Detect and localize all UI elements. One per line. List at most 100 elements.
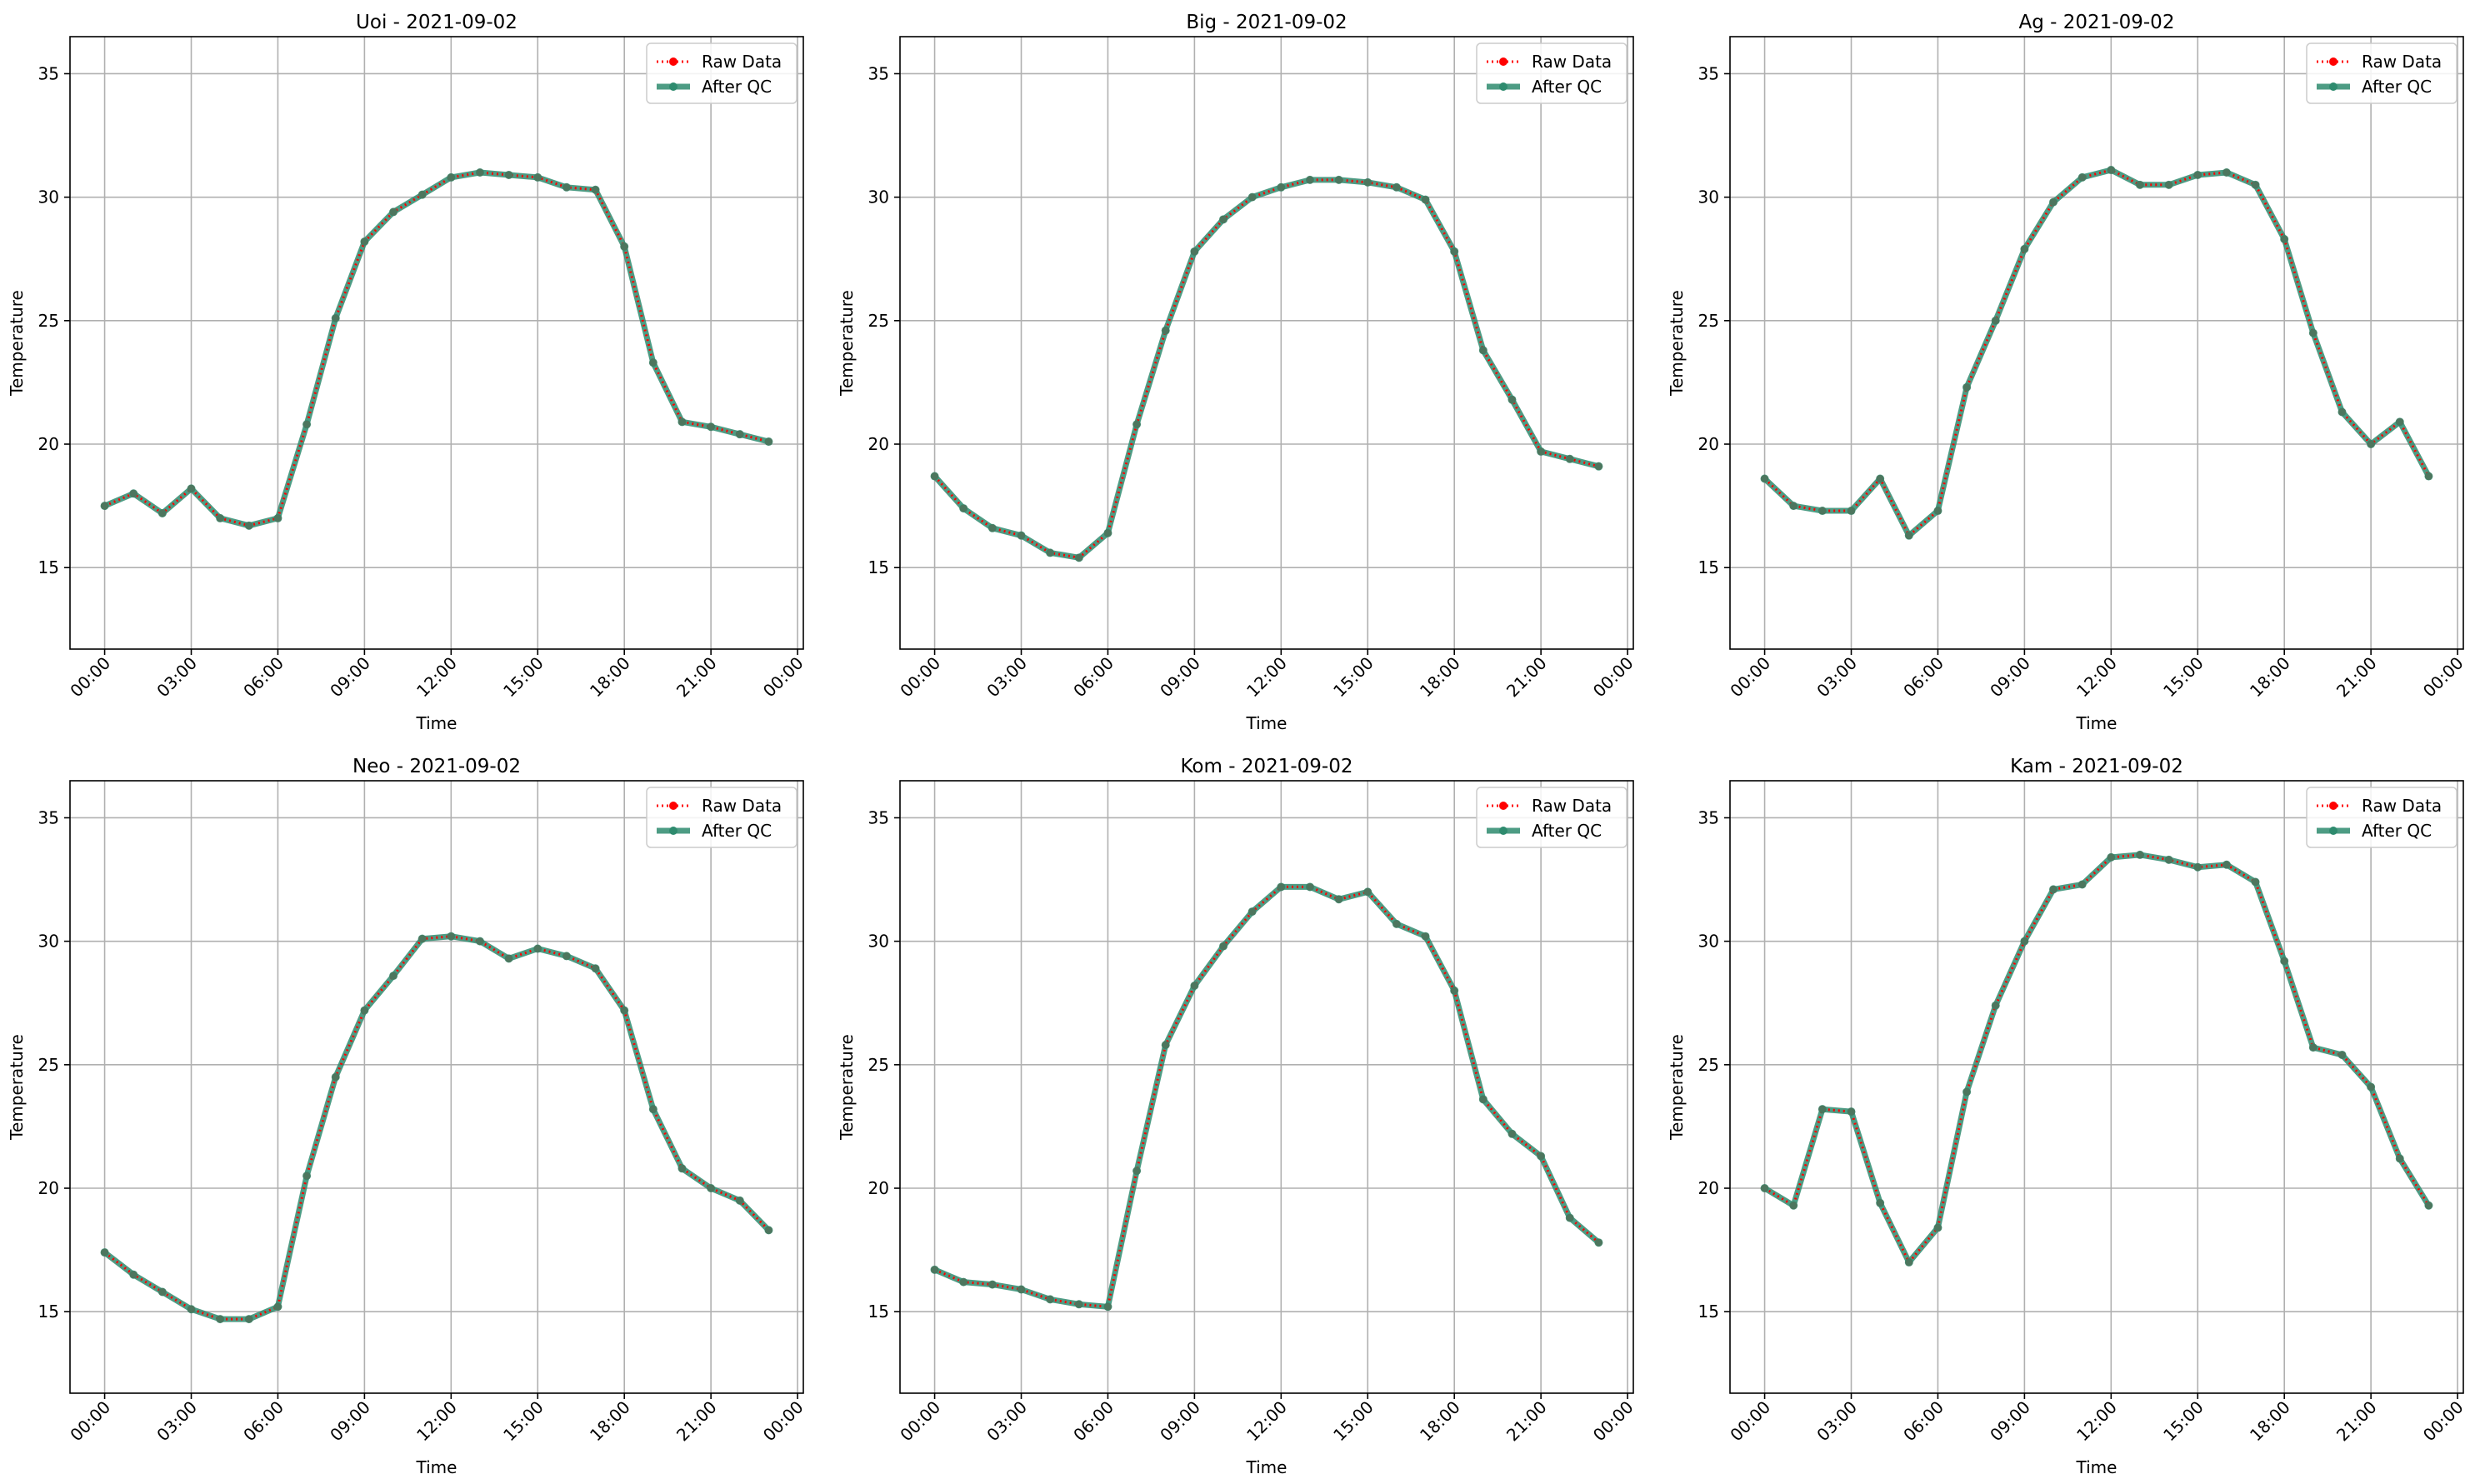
after-qc-point [1962, 382, 1972, 392]
chart-panel: Big - 2021-09-02 15 20 25 30 35 00:00 03:00 06:0… [837, 12, 1638, 733]
x-tick-label: 12:00 [2072, 1397, 2121, 1446]
after-qc-point [1478, 346, 1488, 355]
after-qc-point [1789, 502, 1798, 511]
legend-label-after-qc: After QC [702, 77, 772, 97]
y-tick-label: 35 [38, 63, 59, 83]
after-qc-point [988, 1280, 997, 1289]
after-qc-point [2367, 440, 2376, 449]
y-tick-label: 25 [868, 311, 889, 331]
x-tick-label: 03:00 [152, 1397, 201, 1446]
x-tick-label: 18:00 [1416, 1397, 1464, 1446]
y-tick-label: 20 [868, 1178, 889, 1198]
chart-panel: Neo - 2021-09-02 15 20 25 30 35 00:00 03:00 06:0… [7, 756, 808, 1477]
series-line-raw-data [1763, 168, 2430, 537]
x-tick-label: 06:00 [1069, 653, 1118, 702]
after-qc-point [1161, 1041, 1170, 1050]
after-qc-point [2395, 1154, 2404, 1163]
x-tick-label: 18:00 [586, 1397, 634, 1446]
x-tick-label: 00:00 [896, 653, 944, 702]
after-qc-point [1421, 932, 1430, 941]
after-qc-point [2193, 862, 2202, 872]
y-axis-label: Temperature [7, 290, 27, 397]
series-line-after-qc [103, 169, 770, 529]
x-tick-label: 12:00 [1242, 1397, 1291, 1446]
after-qc-point [764, 1226, 773, 1235]
after-qc-point [302, 1172, 312, 1181]
after-qc-point [959, 504, 968, 513]
after-qc-point [1305, 175, 1314, 184]
after-qc-point [100, 502, 109, 511]
legend-marker-after-qc [669, 827, 678, 835]
after-qc-point [533, 944, 542, 953]
after-qc-point [764, 437, 773, 447]
x-tick-label: 21:00 [1502, 653, 1551, 702]
after-qc-point [1219, 215, 1228, 224]
chart-title: Kam - 2021-09-02 [2010, 756, 2183, 777]
y-tick-label: 30 [868, 187, 889, 207]
series-line-raw-data [1763, 853, 2430, 1264]
after-qc-point [1450, 247, 1459, 256]
x-tick-label: 21:00 [672, 1397, 721, 1446]
x-tick-label: 09:00 [1156, 653, 1204, 702]
series-line-raw-data [934, 885, 1600, 1308]
legend: Raw Data After QC [1476, 42, 1628, 104]
after-qc-point [273, 513, 282, 522]
x-tick-label: 03:00 [1812, 653, 1861, 702]
grid [1730, 781, 2463, 1393]
y-axis-label: Temperature [837, 290, 857, 397]
legend-marker-after-qc [2329, 827, 2338, 835]
after-qc-point [1363, 177, 1372, 187]
legend-marker-after-qc [669, 82, 678, 91]
after-qc-point [735, 430, 744, 439]
after-qc-point [1594, 462, 1603, 471]
y-tick-label: 15 [38, 557, 59, 577]
x-tick-label: 18:00 [1416, 653, 1464, 702]
after-qc-point [1933, 507, 1942, 516]
x-axis-label: Time [416, 713, 458, 733]
legend-label-after-qc: After QC [2362, 821, 2432, 841]
y-tick-label: 20 [1698, 434, 1719, 454]
legend: Raw Data After QC [646, 42, 798, 104]
x-tick-label: 00:00 [1589, 1397, 1638, 1446]
y-tick-label: 35 [868, 807, 889, 827]
y-tick-label: 35 [868, 63, 889, 83]
after-qc-point [2107, 166, 2116, 175]
after-qc-point [187, 484, 196, 493]
chart-title: Ag - 2021-09-02 [2019, 12, 2175, 33]
x-tick-label: 21:00 [672, 653, 721, 702]
x-tick-label: 18:00 [2246, 1397, 2294, 1446]
x-axis-label: Time [2076, 713, 2118, 733]
after-qc-point [418, 934, 427, 943]
after-qc-point [2308, 328, 2318, 337]
x-tick-label: 18:00 [586, 653, 634, 702]
after-qc-point [1876, 474, 1885, 483]
x-tick-label: 09:00 [1156, 1397, 1204, 1446]
after-qc-point [1248, 907, 1257, 917]
series-line-raw-data [933, 178, 1599, 559]
legend-label-after-qc: After QC [702, 821, 772, 841]
y-tick-label: 15 [868, 557, 889, 577]
after-qc-point [1594, 1238, 1603, 1247]
after-qc-point [1847, 1107, 1856, 1117]
chart-title: Kom - 2021-09-02 [1181, 756, 1353, 777]
after-qc-point [1017, 1285, 1026, 1294]
after-qc-point [678, 417, 687, 427]
x-tick-label: 00:00 [66, 1397, 114, 1446]
chart-panel: Ag - 2021-09-02 15 20 25 30 35 00:00 03:00 06:00… [1667, 12, 2468, 733]
y-axis-label: Temperature [1667, 1034, 1687, 1141]
plot-frame [899, 36, 1634, 650]
grid [1730, 37, 2463, 649]
after-qc-point [1508, 395, 1517, 404]
after-qc-point [1277, 882, 1286, 892]
after-qc-point [389, 972, 398, 981]
x-tick-label: 09:00 [1986, 1397, 2034, 1446]
after-qc-point [1962, 1087, 1972, 1097]
x-tick-label: 00:00 [896, 1397, 944, 1446]
legend-label-after-qc: After QC [1532, 821, 1602, 841]
after-qc-point [2424, 472, 2433, 481]
after-qc-point [1760, 474, 1769, 483]
x-tick-label: 00:00 [2419, 1397, 2468, 1446]
after-qc-point [2049, 885, 2058, 894]
after-qc-point [360, 237, 369, 246]
chart-title: Uoi - 2021-09-02 [356, 12, 518, 33]
